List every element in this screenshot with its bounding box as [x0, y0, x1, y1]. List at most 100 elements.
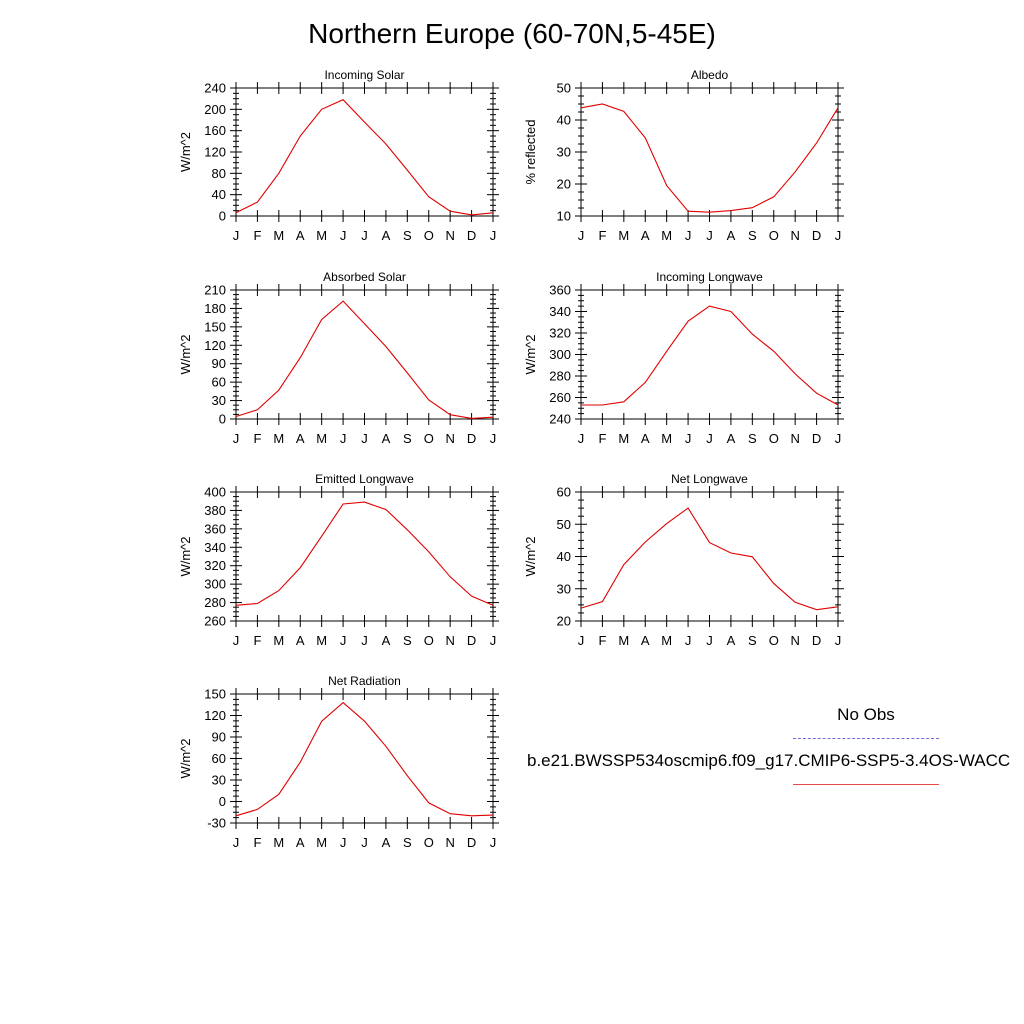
x-tick-label: J: [685, 431, 692, 446]
x-tick-label: A: [296, 835, 305, 850]
x-tick-label: N: [790, 431, 799, 446]
x-tick-label: O: [769, 228, 779, 243]
x-tick-label: D: [467, 431, 476, 446]
x-tick-label: F: [598, 228, 606, 243]
x-tick-label: M: [316, 835, 327, 850]
y-tick-label: 60: [557, 485, 571, 500]
x-tick-label: A: [382, 633, 391, 648]
y-tick-label: 210: [204, 283, 226, 298]
x-tick-label: J: [233, 835, 240, 850]
x-tick-label: J: [361, 835, 368, 850]
x-tick-label: M: [273, 835, 284, 850]
plot-frame-6: [580, 491, 839, 622]
series-line-3-1: [235, 300, 494, 419]
legend-case-label: b.e21.BWSSP534oscmip6.f09_g17.CMIP6-SSP5…: [527, 751, 1011, 770]
y-tick-label: 30: [557, 145, 571, 160]
y-tick-label: 200: [204, 102, 226, 117]
x-tick-label: J: [361, 633, 368, 648]
x-tick-label: J: [490, 633, 497, 648]
x-tick-label: N: [445, 431, 454, 446]
plot-frame-2: [580, 87, 839, 217]
x-tick-label: M: [618, 228, 629, 243]
x-tick-label: D: [467, 228, 476, 243]
x-tick-label: F: [253, 228, 261, 243]
y-tick-label: 30: [212, 773, 226, 788]
y-tick-label: 160: [204, 123, 226, 138]
x-tick-label: N: [445, 228, 454, 243]
x-tick-label: J: [233, 633, 240, 648]
panel-title: Incoming Longwave: [656, 270, 763, 284]
x-tick-label: M: [618, 431, 629, 446]
y-tick-label: 120: [204, 708, 226, 723]
y-tick-label: 300: [204, 577, 226, 592]
x-tick-label: S: [403, 228, 412, 243]
x-tick-label: N: [445, 835, 454, 850]
x-tick-label: J: [578, 228, 585, 243]
legend-obs-line: [793, 738, 939, 739]
plot-frame-1: [235, 87, 494, 217]
y-axis-label: W/m^2: [178, 132, 193, 172]
x-tick-label: M: [661, 228, 672, 243]
y-axis-label: W/m^2: [178, 536, 193, 576]
x-tick-label: F: [253, 835, 261, 850]
x-tick-label: S: [403, 633, 412, 648]
y-axis-label: W/m^2: [523, 334, 538, 374]
y-tick-label: 90: [212, 356, 226, 371]
x-tick-label: J: [706, 228, 713, 243]
y-tick-label: 90: [212, 730, 226, 745]
x-tick-label: M: [273, 228, 284, 243]
y-tick-label: 120: [204, 338, 226, 353]
x-tick-label: F: [598, 633, 606, 648]
x-tick-label: J: [578, 633, 585, 648]
x-tick-label: A: [382, 228, 391, 243]
x-tick-label: J: [685, 228, 692, 243]
panel-title: Incoming Solar: [324, 68, 404, 82]
y-tick-label: 10: [557, 209, 571, 224]
y-tick-label: 340: [204, 540, 226, 555]
x-tick-label: A: [641, 633, 650, 648]
x-tick-label: O: [769, 431, 779, 446]
legend-case-line: [793, 784, 939, 785]
x-tick-label: J: [340, 431, 347, 446]
x-tick-label: A: [727, 431, 736, 446]
series-line-2-1: [580, 103, 839, 213]
x-tick-label: S: [403, 835, 412, 850]
y-tick-label: 50: [557, 517, 571, 532]
y-tick-label: 0: [219, 412, 226, 427]
y-tick-label: 30: [212, 393, 226, 408]
x-tick-label: J: [578, 431, 585, 446]
x-tick-label: S: [748, 431, 757, 446]
y-tick-label: 40: [557, 549, 571, 564]
x-tick-label: J: [835, 633, 842, 648]
y-tick-label: 320: [549, 326, 571, 341]
x-tick-label: O: [424, 633, 434, 648]
x-tick-label: A: [641, 431, 650, 446]
x-tick-label: J: [706, 431, 713, 446]
y-axis-label: % reflected: [523, 119, 538, 184]
y-tick-label: 280: [549, 369, 571, 384]
x-tick-label: J: [706, 633, 713, 648]
x-tick-label: M: [661, 633, 672, 648]
y-tick-label: 300: [549, 347, 571, 362]
x-tick-label: M: [316, 431, 327, 446]
x-tick-label: F: [598, 431, 606, 446]
y-tick-label: 80: [212, 166, 226, 181]
y-tick-label: 40: [212, 187, 226, 202]
series-line-7-1: [235, 701, 494, 817]
x-tick-label: N: [445, 633, 454, 648]
y-tick-label: 120: [204, 145, 226, 160]
x-tick-label: J: [340, 228, 347, 243]
plot-frame-7: [235, 693, 494, 824]
x-tick-label: D: [467, 633, 476, 648]
x-tick-label: O: [769, 633, 779, 648]
x-tick-label: J: [233, 431, 240, 446]
series-line-5-1: [235, 501, 494, 606]
x-tick-label: J: [835, 431, 842, 446]
x-tick-label: F: [253, 633, 261, 648]
x-tick-label: M: [316, 228, 327, 243]
y-tick-label: 0: [219, 794, 226, 809]
plot-frame-4: [580, 289, 839, 420]
plot-frame-3: [235, 289, 494, 420]
series-line-1-1: [235, 99, 494, 216]
x-tick-label: D: [812, 228, 821, 243]
